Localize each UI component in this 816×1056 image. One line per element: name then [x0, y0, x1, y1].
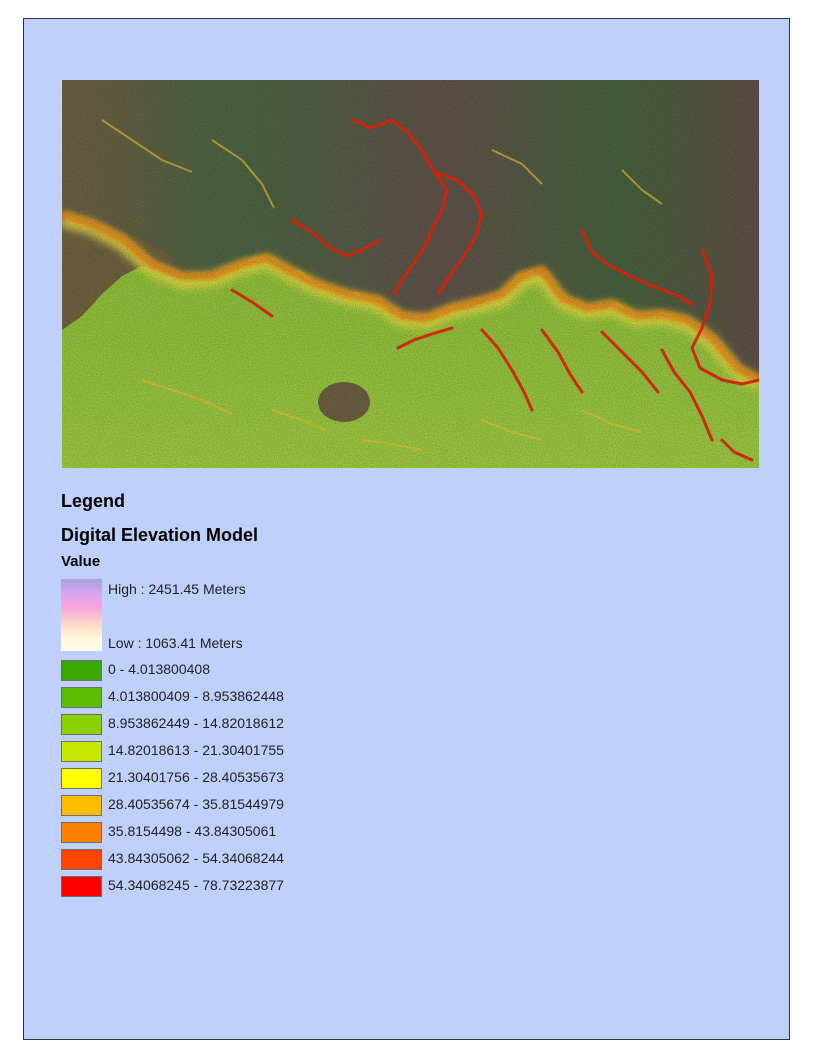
- class-label: 54.34068245 - 78.73223877: [108, 877, 284, 893]
- legend-class-row: 35.8154498 - 43.84305061: [61, 821, 461, 848]
- class-swatch: [61, 687, 102, 708]
- elevation-map[interactable]: [62, 80, 759, 468]
- class-label: 28.40535674 - 35.81544979: [108, 796, 284, 812]
- elevation-ramp-swatch: [61, 579, 102, 651]
- class-swatch: [61, 876, 102, 897]
- legend-class-row: 28.40535674 - 35.81544979: [61, 794, 461, 821]
- class-label: 43.84305062 - 54.34068244: [108, 850, 284, 866]
- class-swatch: [61, 714, 102, 735]
- legend-title: Legend: [61, 491, 126, 511]
- class-label: 21.30401756 - 28.40535673: [108, 769, 284, 785]
- class-label: 35.8154498 - 43.84305061: [108, 823, 277, 839]
- elevation-ramp: High : 2451.45 Meters Low : 1063.41 Mete…: [61, 579, 461, 651]
- legend-class-row: 21.30401756 - 28.40535673: [61, 767, 461, 794]
- map-frame[interactable]: [62, 80, 759, 468]
- ramp-high-label: High : 2451.45 Meters: [108, 581, 246, 597]
- class-label: 8.953862449 - 14.82018612: [108, 715, 284, 731]
- class-swatch: [61, 849, 102, 870]
- legend-class-row: 54.34068245 - 78.73223877: [61, 875, 461, 902]
- class-swatch: [61, 822, 102, 843]
- class-swatch: [61, 795, 102, 816]
- class-label: 0 - 4.013800408: [108, 661, 210, 677]
- class-swatch: [61, 741, 102, 762]
- legend-class-row: 0 - 4.013800408: [61, 659, 461, 686]
- legend-field-name: Value: [61, 553, 101, 570]
- class-swatch: [61, 768, 102, 789]
- legend-class-row: 43.84305062 - 54.34068244: [61, 848, 461, 875]
- legend-class-row: 4.013800409 - 8.953862448: [61, 686, 461, 713]
- legend-class-row: 8.953862449 - 14.82018612: [61, 713, 461, 740]
- class-list: 0 - 4.013800408 4.013800409 - 8.95386244…: [61, 659, 461, 902]
- ramp-low-label: Low : 1063.41 Meters: [108, 635, 243, 651]
- legend-class-row: 14.82018613 - 21.30401755: [61, 740, 461, 767]
- page-frame: Legend Digital Elevation Model Value Hig…: [23, 18, 790, 1040]
- class-label: 4.013800409 - 8.953862448: [108, 688, 284, 704]
- class-label: 14.82018613 - 21.30401755: [108, 742, 284, 758]
- hillshade-texture: [62, 80, 759, 468]
- class-swatch: [61, 660, 102, 681]
- legend-layer-name: Digital Elevation Model: [61, 525, 259, 545]
- legend: Legend Digital Elevation Model Value Hig…: [61, 491, 461, 902]
